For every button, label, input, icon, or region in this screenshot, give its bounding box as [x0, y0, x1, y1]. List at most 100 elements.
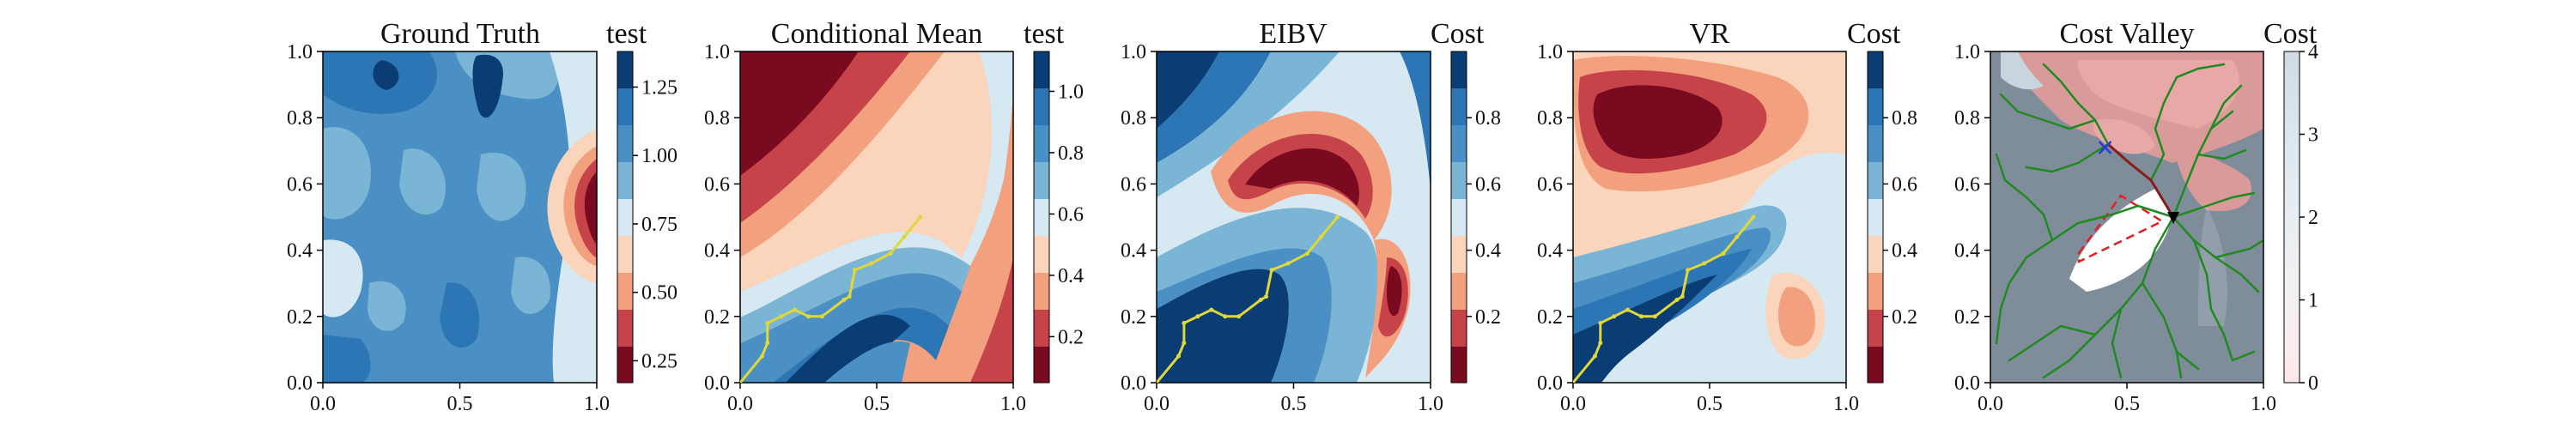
trajectory-point — [779, 314, 784, 319]
y-tick-label: 0.8 — [1537, 107, 1563, 130]
panel-ground-truth: Ground Truth — [322, 18, 647, 384]
x-tick-label: 0.5 — [1697, 393, 1722, 415]
panel-title: Cost Valley — [2059, 18, 2194, 50]
colorbar-tick-label: 0.75 — [641, 214, 677, 236]
colorbar: Cost — [1847, 18, 1901, 384]
trajectory-point — [1652, 314, 1657, 319]
panel-title: Ground Truth — [380, 18, 540, 50]
heatmap-field — [1573, 51, 1846, 383]
trajectory-point — [1735, 234, 1740, 239]
colorbar: test — [606, 18, 647, 384]
panel-title: Conditional Mean — [771, 18, 982, 50]
x-tick-label: 0.0 — [1560, 393, 1586, 415]
y-tick-label: 0.8 — [287, 107, 313, 130]
trajectory-point — [918, 214, 923, 220]
trajectory-point — [1176, 353, 1182, 359]
colorbar: test — [1024, 18, 1065, 384]
y-tick-label: 0.6 — [704, 173, 730, 196]
trajectory-point — [1157, 380, 1159, 383]
x-tick-label: 1.0 — [1000, 393, 1026, 415]
x-tick-label: 0.0 — [1978, 393, 2003, 415]
colorbar-tick-label: 0 — [2308, 372, 2318, 395]
trajectory-point — [1182, 321, 1187, 326]
trajectory-point — [1209, 307, 1214, 312]
colorbar-label: Cost — [2263, 18, 2318, 50]
x-tick-label: 1.0 — [1833, 393, 1859, 415]
trajectory-point — [1335, 214, 1340, 220]
colorbar-tick-label: 0.25 — [641, 350, 677, 372]
colorbar-tick-label: 0.8 — [1058, 142, 1084, 165]
colorbar-tick-label: 0.2 — [1058, 326, 1084, 348]
trajectory-point — [888, 251, 893, 256]
trajectory-point — [869, 261, 874, 266]
colorbar-tick-label: 0.50 — [641, 282, 677, 305]
trajectory-point — [1721, 251, 1726, 256]
heatmap-field — [740, 51, 1013, 383]
colorbar-tick-label: 2 — [2308, 207, 2318, 229]
trajectory-point — [841, 298, 847, 302]
x-tick-label: 0.5 — [2114, 393, 2140, 415]
colorbar-label: Cost — [1431, 18, 1485, 50]
y-tick-label: 0.6 — [1121, 173, 1146, 196]
colorbar-tick-label: 4 — [2308, 41, 2318, 63]
y-tick-label: 0.6 — [287, 173, 313, 196]
panel-title: VR — [1689, 18, 1730, 50]
trajectory-point — [1182, 341, 1187, 346]
trajectory-point — [1318, 234, 1323, 239]
y-tick-label: 0.6 — [1537, 173, 1563, 196]
y-tick-label: 0.8 — [704, 107, 730, 130]
colorbar-tick-label: 0.2 — [1892, 306, 1917, 329]
trajectory-point — [1285, 261, 1291, 266]
colorbar: Cost — [2263, 18, 2318, 384]
trajectory-point — [1751, 214, 1756, 220]
target-marker — [2098, 141, 2112, 154]
y-tick-label: 0.2 — [704, 306, 730, 329]
y-tick-label: 0.4 — [287, 240, 313, 263]
colorbar-label: test — [606, 18, 647, 50]
x-tick-label: 1.0 — [584, 393, 610, 415]
y-tick-label: 1.0 — [1954, 41, 1980, 63]
x-tick-label: 0.0 — [1144, 393, 1170, 415]
y-tick-label: 0.0 — [1537, 372, 1563, 395]
trajectory-point — [1304, 251, 1309, 256]
trajectory-point — [1680, 294, 1685, 299]
trajectory-point — [902, 234, 907, 239]
trajectory-point — [853, 268, 858, 273]
trajectory-point — [1223, 314, 1228, 319]
trajectory-point — [847, 294, 852, 299]
x-tick-label: 0.5 — [864, 393, 890, 415]
panel-vr: VR Cost — [1572, 18, 1901, 384]
colorbar-tick-label: 1.0 — [1058, 81, 1084, 103]
y-tick-label: 0.8 — [1121, 107, 1146, 130]
trajectory-point — [1674, 298, 1680, 302]
trajectory-point — [1258, 298, 1263, 302]
current-location-marker — [2167, 212, 2180, 224]
colorbar-tick-label: 0.6 — [1058, 203, 1084, 226]
y-tick-label: 0.6 — [1954, 173, 1980, 196]
y-tick-label: 0.2 — [1537, 306, 1563, 329]
x-tick-label: 0.5 — [1281, 393, 1307, 415]
trajectory-point — [1598, 341, 1603, 346]
x-tick-label: 0.0 — [310, 393, 336, 415]
colorbar-tick-label: 1.00 — [641, 145, 677, 167]
y-tick-label: 0.0 — [1954, 372, 1980, 395]
trajectory-point — [1573, 380, 1576, 383]
colorbar-label: test — [1024, 18, 1065, 50]
panel-cost-valley: Cost Valley — [1990, 18, 2318, 384]
x-tick-label: 0.0 — [727, 393, 753, 415]
y-tick-label: 0.2 — [1954, 306, 1980, 329]
panel-title: EIBV — [1259, 18, 1327, 50]
colorbar-tick-label: 1 — [2308, 290, 2318, 312]
trajectory-point — [793, 307, 798, 312]
trajectory-point — [1612, 314, 1617, 319]
heatmap-field — [323, 51, 597, 383]
colorbar-tick-label: 0.4 — [1475, 240, 1501, 263]
trajectory-point — [1269, 268, 1274, 273]
trajectory-point — [759, 353, 764, 359]
y-tick-label: 1.0 — [287, 41, 313, 63]
trajectory-point — [740, 380, 743, 383]
y-tick-label: 0.8 — [1954, 107, 1980, 130]
trajectory-point — [1592, 353, 1597, 359]
x-tick-label: 1.0 — [1418, 393, 1443, 415]
